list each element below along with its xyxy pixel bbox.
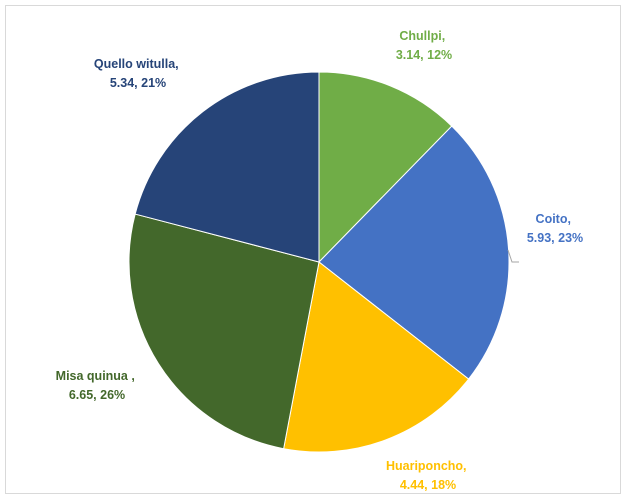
label-coito: Coito, 5.93, 23% [527, 212, 583, 245]
pie-slice-chullpi [318, 71, 453, 264]
label-misa-quinua-name: Misa quinua , [56, 369, 135, 383]
coito-leader-line [507, 249, 519, 263]
label-quello-witulla: Quello witulla, 5.34, 21% [94, 57, 182, 90]
label-huariponcho-value: 4.44, 18% [400, 478, 456, 492]
label-huariponcho: Huariponcho, 4.44, 18% [386, 459, 470, 492]
label-quello-witulla-value: 5.34, 21% [110, 76, 166, 90]
pie-slices [128, 71, 510, 453]
label-chullpi: Chullpi, 3.14, 12% [396, 29, 452, 62]
label-quello-witulla-name: Quello witulla, [94, 57, 179, 71]
label-coito-name: Coito, [536, 212, 571, 226]
pie-slice-huariponcho [283, 261, 470, 453]
pie-slice-quello-witulla [134, 71, 320, 263]
data-labels: Chullpi, 3.14, 12% Coito, 5.93, 23% Huar… [56, 29, 583, 492]
label-coito-value: 5.93, 23% [527, 231, 583, 245]
label-misa-quinua: Misa quinua , 6.65, 26% [56, 369, 139, 402]
pie-slice-coito [318, 125, 510, 380]
label-chullpi-value: 3.14, 12% [396, 48, 452, 62]
label-huariponcho-name: Huariponcho, [386, 459, 467, 473]
pie-slice-misa-quinua [128, 213, 320, 450]
label-misa-quinua-value: 6.65, 26% [69, 388, 125, 402]
label-chullpi-name: Chullpi, [399, 29, 445, 43]
